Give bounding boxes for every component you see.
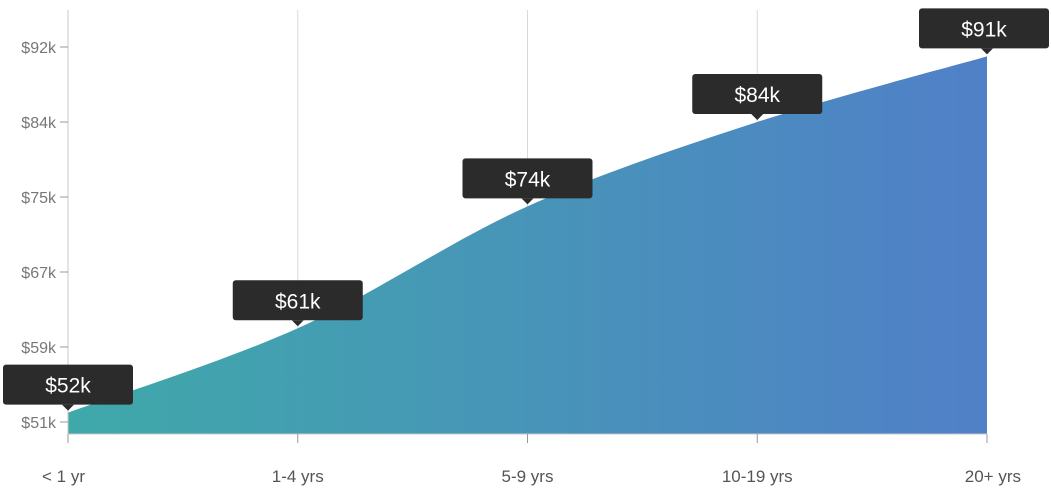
y-tick-label: $92k — [21, 40, 57, 57]
x-tick-label: 20+ yrs — [965, 467, 1021, 486]
data-label: $52k — [3, 364, 133, 411]
y-tick-label: $59k — [21, 340, 57, 357]
data-label-pointer — [291, 320, 304, 327]
data-label-pointer — [62, 404, 74, 411]
x-tick-label: < 1 yr — [42, 467, 85, 486]
y-axis-ticks: $51k $59k $67k $75k $84k $92k — [21, 40, 68, 432]
x-tick-label: 10-19 yrs — [722, 467, 793, 486]
data-label-pointer — [981, 48, 993, 55]
y-tick-label: $84k — [21, 115, 57, 132]
data-label-box — [3, 364, 133, 405]
x-tick-label: 1-4 yrs — [272, 467, 324, 486]
data-labels: $52k $61k $74k $84k $91k — [3, 8, 1049, 411]
x-tick-label: 5-9 yrs — [502, 467, 554, 486]
data-label: $74k — [462, 158, 593, 205]
data-label-text: $91k — [961, 18, 1007, 41]
data-label-text: $52k — [45, 375, 91, 398]
data-label-text: $74k — [505, 168, 551, 191]
data-label-box — [919, 8, 1049, 49]
y-tick-label: $75k — [21, 190, 57, 207]
data-label-pointer — [751, 114, 764, 120]
salary-area — [68, 56, 987, 434]
data-label-box — [462, 158, 593, 199]
data-label-text: $84k — [734, 84, 780, 107]
data-label: $61k — [232, 280, 363, 327]
data-label-text: $61k — [275, 290, 321, 313]
data-label-box — [232, 280, 363, 321]
data-label-box — [692, 74, 823, 114]
y-tick-label: $67k — [21, 265, 57, 282]
data-label-pointer — [521, 198, 534, 205]
data-label: $84k — [692, 74, 823, 120]
x-axis-ticks: < 1 yr 1-4 yrs 5-9 yrs 10-19 yrs 20+ yrs — [42, 434, 1021, 486]
y-tick-label: $51k — [21, 415, 57, 432]
data-label: $91k — [919, 8, 1049, 55]
